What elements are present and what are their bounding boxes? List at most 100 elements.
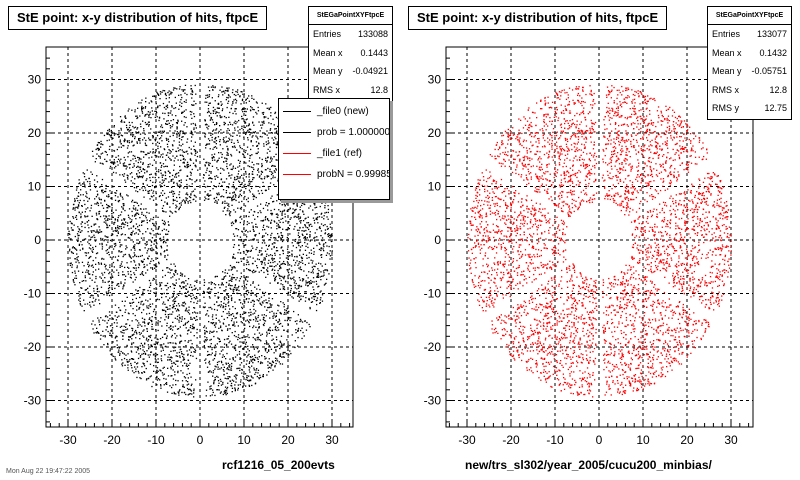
scatter-point <box>233 277 236 279</box>
scatter-point <box>175 207 177 209</box>
scatter-point <box>227 208 229 210</box>
scatter-point <box>226 392 228 395</box>
scatter-point <box>111 216 113 218</box>
scatter-point <box>240 168 242 171</box>
scatter-point <box>114 219 116 221</box>
scatter-point <box>120 281 122 283</box>
scatter-point <box>309 240 311 242</box>
scatter-point <box>123 140 125 142</box>
scatter-point <box>226 87 228 89</box>
scatter-point <box>215 186 217 188</box>
scatter-point <box>96 194 99 196</box>
scatter-point <box>83 265 85 267</box>
scatter-point <box>173 181 175 183</box>
scatter-point <box>154 264 156 266</box>
scatter-point <box>130 261 132 263</box>
scatter-point <box>104 335 106 337</box>
scatter-point <box>174 107 177 109</box>
scatter-point <box>256 136 258 138</box>
scatter-point <box>138 301 140 304</box>
scatter-point <box>181 96 183 99</box>
scatter-point <box>87 287 89 289</box>
scatter-point <box>205 395 207 397</box>
scatter-point <box>216 309 218 311</box>
scatter-point <box>106 326 108 328</box>
scatter-point <box>165 197 167 199</box>
scatter-point <box>154 355 156 357</box>
scatter-point <box>204 333 206 335</box>
scatter-point <box>165 378 167 380</box>
scatter-point <box>262 226 264 228</box>
scatter-point <box>256 265 258 267</box>
scatter-point <box>120 263 122 265</box>
scatter-point <box>151 345 153 348</box>
scatter-point <box>87 291 89 293</box>
scatter-point <box>135 368 137 370</box>
scatter-point <box>266 225 268 228</box>
scatter-point <box>245 133 247 135</box>
scatter-point <box>237 367 239 369</box>
scatter-point <box>297 216 299 218</box>
scatter-point <box>208 282 210 284</box>
scatter-point <box>167 156 170 158</box>
scatter-point <box>189 158 191 161</box>
scatter-point <box>219 140 221 143</box>
scatter-point <box>262 375 264 377</box>
scatter-point <box>131 199 134 201</box>
scatter-point <box>289 233 291 235</box>
scatter-point <box>279 202 281 205</box>
scatter-point <box>307 216 309 218</box>
scatter-point <box>129 173 131 175</box>
scatter-point <box>104 150 106 153</box>
scatter-point <box>181 111 183 113</box>
scatter-point <box>86 215 88 218</box>
scatter-point <box>127 214 130 216</box>
scatter-point <box>261 254 263 256</box>
scatter-point <box>113 271 115 273</box>
scatter-point <box>305 280 307 282</box>
scatter-point <box>84 215 86 217</box>
scatter-point <box>305 254 308 256</box>
scatter-point <box>295 262 297 264</box>
scatter-point <box>265 159 267 161</box>
scatter-point <box>306 243 309 245</box>
scatter-point <box>184 362 186 364</box>
scatter-point <box>280 263 282 265</box>
scatter-point <box>134 254 136 256</box>
scatter-point <box>123 284 125 286</box>
scatter-point <box>248 181 250 183</box>
scatter-point <box>125 323 127 325</box>
scatter-point <box>85 254 87 257</box>
scatter-point <box>220 104 222 106</box>
scatter-point <box>223 196 225 198</box>
scatter-point <box>149 151 152 153</box>
scatter-point <box>248 173 250 175</box>
scatter-point <box>133 333 135 335</box>
scatter-point <box>299 246 302 248</box>
scatter-point <box>162 190 164 192</box>
scatter-point <box>193 351 195 353</box>
scatter-point <box>135 351 138 353</box>
scatter-point <box>247 348 249 350</box>
scatter-point <box>171 125 173 128</box>
scatter-point <box>215 111 217 113</box>
scatter-point <box>230 298 233 300</box>
x-tick-label: 20 <box>281 433 295 447</box>
scatter-point <box>169 313 171 315</box>
scatter-point <box>123 140 126 143</box>
scatter-point <box>166 292 168 295</box>
scatter-point <box>189 294 191 296</box>
scatter-point <box>79 249 81 251</box>
scatter-point <box>133 205 135 207</box>
scatter-point <box>175 122 178 124</box>
scatter-point <box>112 256 114 258</box>
scatter-point <box>251 359 254 361</box>
scatter-point <box>116 322 118 324</box>
scatter-point <box>161 344 163 346</box>
scatter-point <box>259 130 261 132</box>
scatter-point <box>165 306 167 308</box>
scatter-point <box>93 184 96 186</box>
scatter-point <box>138 131 140 133</box>
scatter-point <box>110 218 113 220</box>
scatter-point <box>232 101 234 103</box>
